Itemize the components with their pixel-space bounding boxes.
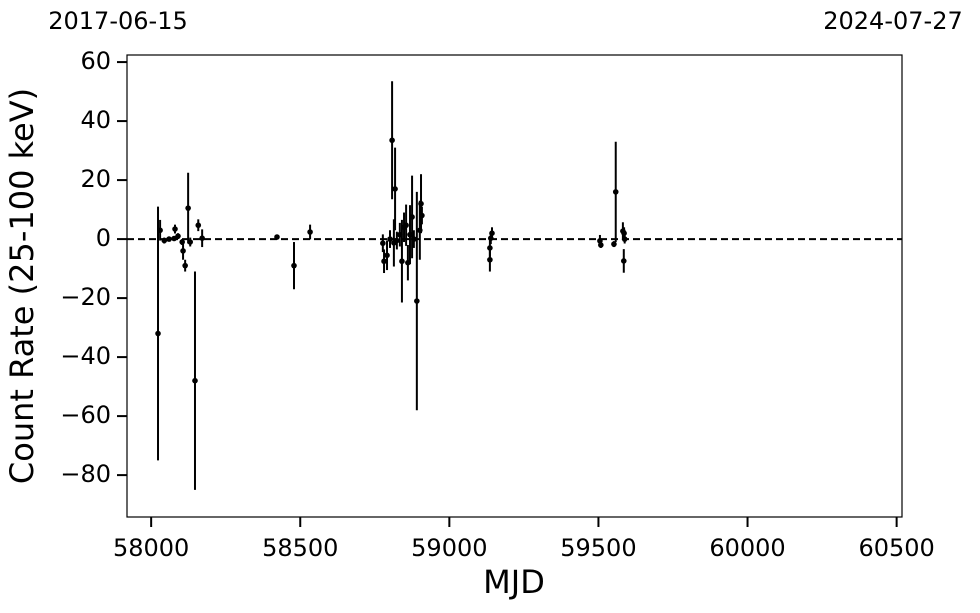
- y-axis-label: Count Rate (25-100 keV): [3, 88, 41, 484]
- data-point: [620, 258, 627, 264]
- y-tick-label: 40: [80, 106, 111, 134]
- data-point: [389, 137, 395, 144]
- data-point: [487, 235, 494, 242]
- data-point: [155, 330, 161, 337]
- data-point: [418, 200, 424, 207]
- data-point: [307, 229, 313, 235]
- data-point: [384, 252, 390, 259]
- data-point: [179, 239, 185, 245]
- data-point: [403, 222, 409, 229]
- data-point: [180, 248, 186, 254]
- data-point: [399, 258, 405, 265]
- x-tick-label: 60500: [858, 534, 934, 562]
- y-tick-label: 20: [80, 165, 111, 193]
- data-point: [185, 205, 191, 211]
- data-point: [419, 212, 425, 219]
- data-point: [394, 237, 400, 244]
- y-tick-label: 60: [80, 47, 111, 75]
- data-point: [187, 239, 194, 245]
- x-tick-label: 59000: [411, 534, 487, 562]
- data-point: [612, 189, 619, 195]
- y-tick-label: 0: [96, 224, 111, 252]
- data-point: [392, 186, 398, 192]
- data-point: [621, 236, 628, 242]
- x-tick-label: 60000: [709, 534, 785, 562]
- data-point: [172, 226, 178, 232]
- data-point: [381, 258, 387, 265]
- data-point: [489, 230, 495, 236]
- top-date-label: 2017-06-15: [48, 7, 187, 35]
- y-tick-label: −40: [60, 342, 111, 370]
- data-point: [397, 231, 403, 238]
- data-point: [611, 241, 617, 247]
- data-point: [598, 242, 604, 248]
- data-point: [161, 237, 168, 244]
- data-point: [192, 377, 198, 384]
- data-point: [487, 256, 493, 263]
- data-point: [274, 234, 280, 240]
- data-point: [182, 262, 188, 269]
- data-point: [380, 240, 386, 247]
- data-point: [407, 231, 413, 238]
- y-tick-label: −80: [60, 460, 111, 488]
- data-point: [291, 262, 297, 269]
- plot-frame: [126, 54, 903, 518]
- x-tick-label: 58000: [113, 534, 189, 562]
- data-point: [157, 227, 163, 234]
- data-point: [417, 227, 423, 234]
- data-point: [166, 236, 172, 242]
- y-tick-label: −60: [60, 401, 111, 429]
- data-point: [621, 230, 627, 236]
- data-point: [175, 233, 181, 239]
- data-point: [195, 222, 202, 229]
- data-point: [414, 298, 420, 304]
- data-point: [411, 236, 417, 242]
- data-point: [405, 259, 411, 266]
- data-point: [487, 245, 493, 251]
- data-point: [409, 214, 415, 220]
- data-point: [387, 236, 393, 242]
- data-point: [199, 235, 205, 242]
- x-tick-label: 59500: [560, 534, 636, 562]
- y-tick-label: −20: [60, 283, 111, 311]
- x-axis-label: MJD: [483, 563, 545, 601]
- top-date-label: 2024-07-27: [823, 7, 962, 35]
- x-tick-label: 58500: [262, 534, 338, 562]
